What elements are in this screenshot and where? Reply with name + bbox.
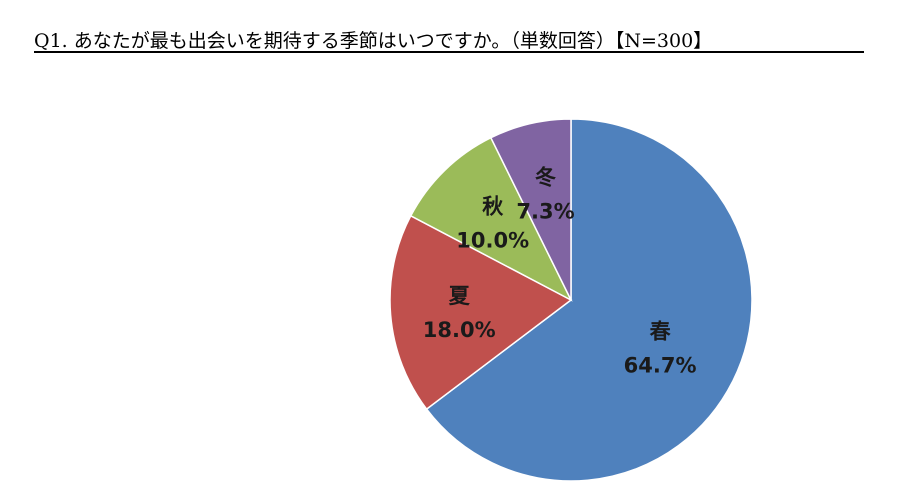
slice-category-label-1: 春 [650, 319, 672, 343]
slice-value-label-1: 64.7% [624, 353, 697, 377]
slice-value-label-2: 18.0% [423, 318, 496, 342]
slice-category-label-4: 冬 [535, 166, 556, 190]
pie-slice-2 [389, 214, 573, 411]
pie-slices [389, 118, 753, 482]
pie-slice-3 [409, 136, 573, 302]
question-title: Q1. あなたが最も出会いを期待する季節はいつですか。（単数回答）【N=300】 [34, 30, 713, 52]
slice-category-label-3: 秋 [482, 195, 504, 219]
slice-value-label-4: 7.3% [516, 200, 574, 224]
pie-labels: 春 64.7% 夏 18.0% 秋 10.0% 冬 7.3% [423, 166, 697, 378]
slice-category-label-2: 夏 [449, 284, 471, 308]
pie-slice-1 [425, 118, 753, 482]
pie-slice-4 [489, 118, 572, 301]
slice-value-label-3: 10.0% [456, 229, 529, 253]
title-underline [34, 51, 864, 53]
